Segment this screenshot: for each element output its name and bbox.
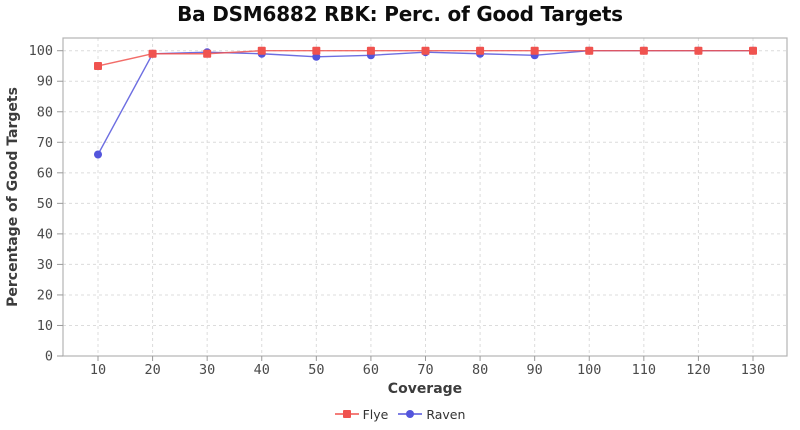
flye-marker <box>694 46 703 55</box>
axes: 10 20 30 40 50 60 70 80 90 100 110 120 130 0 10 20 30 40 5… <box>29 43 766 378</box>
x-tick-label: 50 <box>308 362 324 378</box>
y-tick-label: 0 <box>45 349 53 365</box>
series-flye <box>94 46 757 70</box>
y-tick-label: 60 <box>37 165 53 181</box>
chart-title: Ba DSM6882 RBK: Perc. of Good Targets <box>177 2 623 26</box>
flye-marker <box>421 46 430 55</box>
y-tick-label: 50 <box>37 196 53 212</box>
flye-marker <box>148 49 157 58</box>
y-tick-label: 10 <box>37 318 53 334</box>
x-tick-label: 100 <box>577 362 601 378</box>
x-tick-label: 60 <box>363 362 379 378</box>
flye-marker <box>639 46 648 55</box>
flye-marker <box>257 46 266 55</box>
y-tick-label: 40 <box>37 226 53 242</box>
x-tick-label: 120 <box>686 362 710 378</box>
x-tick-label: 10 <box>90 362 106 378</box>
flye-marker <box>749 46 757 55</box>
legend: Flye Raven <box>0 405 800 423</box>
x-tick-label: 40 <box>254 362 270 378</box>
legend-circle-marker-icon <box>398 410 423 418</box>
raven-line <box>97 50 753 155</box>
legend-label-flye: Flye <box>362 406 389 422</box>
x-tick-label: 20 <box>144 362 160 378</box>
flye-marker <box>94 61 102 70</box>
legend-square-marker-icon <box>334 410 359 418</box>
flye-marker <box>203 49 212 58</box>
y-tick-label: 20 <box>37 287 53 303</box>
x-tick-label: 90 <box>527 362 543 378</box>
raven-marker <box>94 150 102 159</box>
x-axis-label: Coverage <box>388 381 462 397</box>
y-tick-label: 80 <box>37 104 53 120</box>
raven-marker <box>312 52 321 61</box>
x-tick-label: 70 <box>417 362 433 378</box>
flye-marker <box>530 46 539 55</box>
x-tick-label: 80 <box>472 362 488 378</box>
legend-item-raven: Raven <box>398 407 465 422</box>
legend-label-raven: Raven <box>426 406 466 422</box>
flye-marker <box>476 46 485 55</box>
flye-marker <box>585 46 594 55</box>
gridlines <box>63 38 787 356</box>
legend-item-flye: Flye <box>334 406 389 422</box>
flye-marker <box>366 46 375 55</box>
y-tick-label: 70 <box>37 135 53 151</box>
y-axis-label: Percentage of Good Targets <box>5 87 21 307</box>
x-tick-label: 30 <box>199 362 215 378</box>
x-tick-label: 110 <box>632 362 656 378</box>
y-tick-label: 30 <box>37 257 53 273</box>
x-tick-label: 130 <box>741 362 765 378</box>
flye-marker <box>312 46 321 55</box>
y-tick-label: 90 <box>37 74 53 90</box>
y-tick-label: 100 <box>29 43 53 59</box>
